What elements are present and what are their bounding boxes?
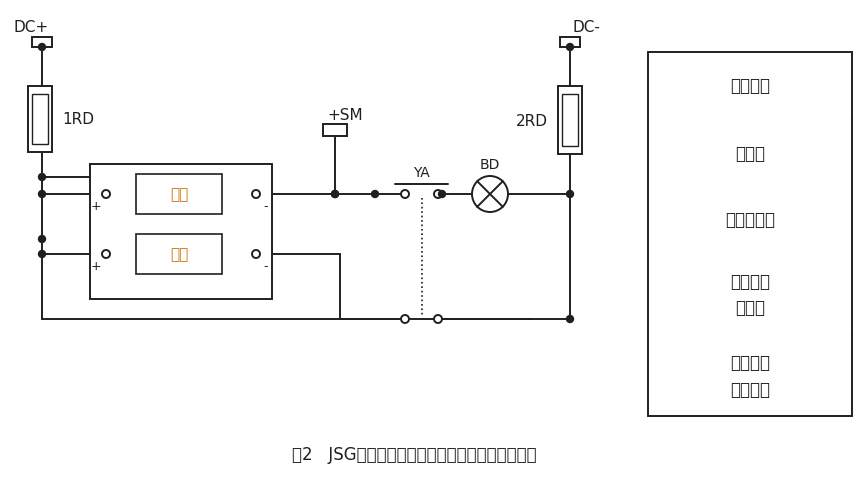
Bar [562, 95, 578, 147]
Circle shape [401, 191, 409, 198]
Circle shape [38, 174, 45, 181]
Text: 试验按钮
及信号灯: 试验按钮 及信号灯 [730, 354, 770, 398]
Circle shape [252, 191, 260, 198]
Bar [32, 95, 48, 145]
Circle shape [567, 45, 574, 51]
Text: +SM: +SM [327, 107, 363, 122]
Text: 图2   JSG系列静态闪光继电器应用外部接线参考图: 图2 JSG系列静态闪光继电器应用外部接线参考图 [292, 445, 536, 463]
Text: +: + [90, 260, 102, 273]
Circle shape [38, 191, 45, 198]
Circle shape [38, 236, 45, 243]
Bar [558, 87, 582, 155]
Text: 电源: 电源 [170, 247, 188, 262]
Text: -: - [264, 260, 268, 273]
Circle shape [567, 191, 574, 198]
Text: -: - [264, 200, 268, 213]
Bar [28, 87, 52, 152]
Text: +: + [90, 200, 102, 213]
Circle shape [332, 191, 339, 198]
Text: BD: BD [480, 158, 500, 172]
Text: DC+: DC+ [13, 19, 48, 34]
Bar [136, 235, 222, 274]
Circle shape [38, 251, 45, 258]
Circle shape [38, 45, 45, 51]
Circle shape [434, 316, 442, 323]
Text: 直流母线: 直流母线 [730, 77, 770, 95]
Circle shape [401, 316, 409, 323]
Bar [323, 125, 347, 136]
Bar [136, 175, 222, 214]
Text: 2RD: 2RD [516, 113, 548, 128]
Text: 启动: 启动 [170, 187, 188, 202]
Circle shape [332, 191, 339, 198]
Text: 1RD: 1RD [62, 112, 94, 127]
Circle shape [438, 191, 445, 198]
Bar [32, 38, 52, 48]
Bar [90, 165, 272, 300]
Circle shape [102, 251, 110, 258]
Circle shape [434, 191, 442, 198]
Circle shape [472, 177, 508, 212]
Bar [560, 38, 580, 48]
Text: YA: YA [413, 166, 430, 180]
Circle shape [567, 316, 574, 323]
Circle shape [252, 251, 260, 258]
Circle shape [372, 191, 378, 198]
Circle shape [102, 191, 110, 198]
Text: 熔断器: 熔断器 [735, 144, 765, 162]
Bar [648, 53, 852, 416]
Text: 闪光小母线: 闪光小母线 [725, 211, 775, 229]
Text: DC-: DC- [572, 19, 600, 34]
Text: 静态闪光
断电器: 静态闪光 断电器 [730, 272, 770, 317]
